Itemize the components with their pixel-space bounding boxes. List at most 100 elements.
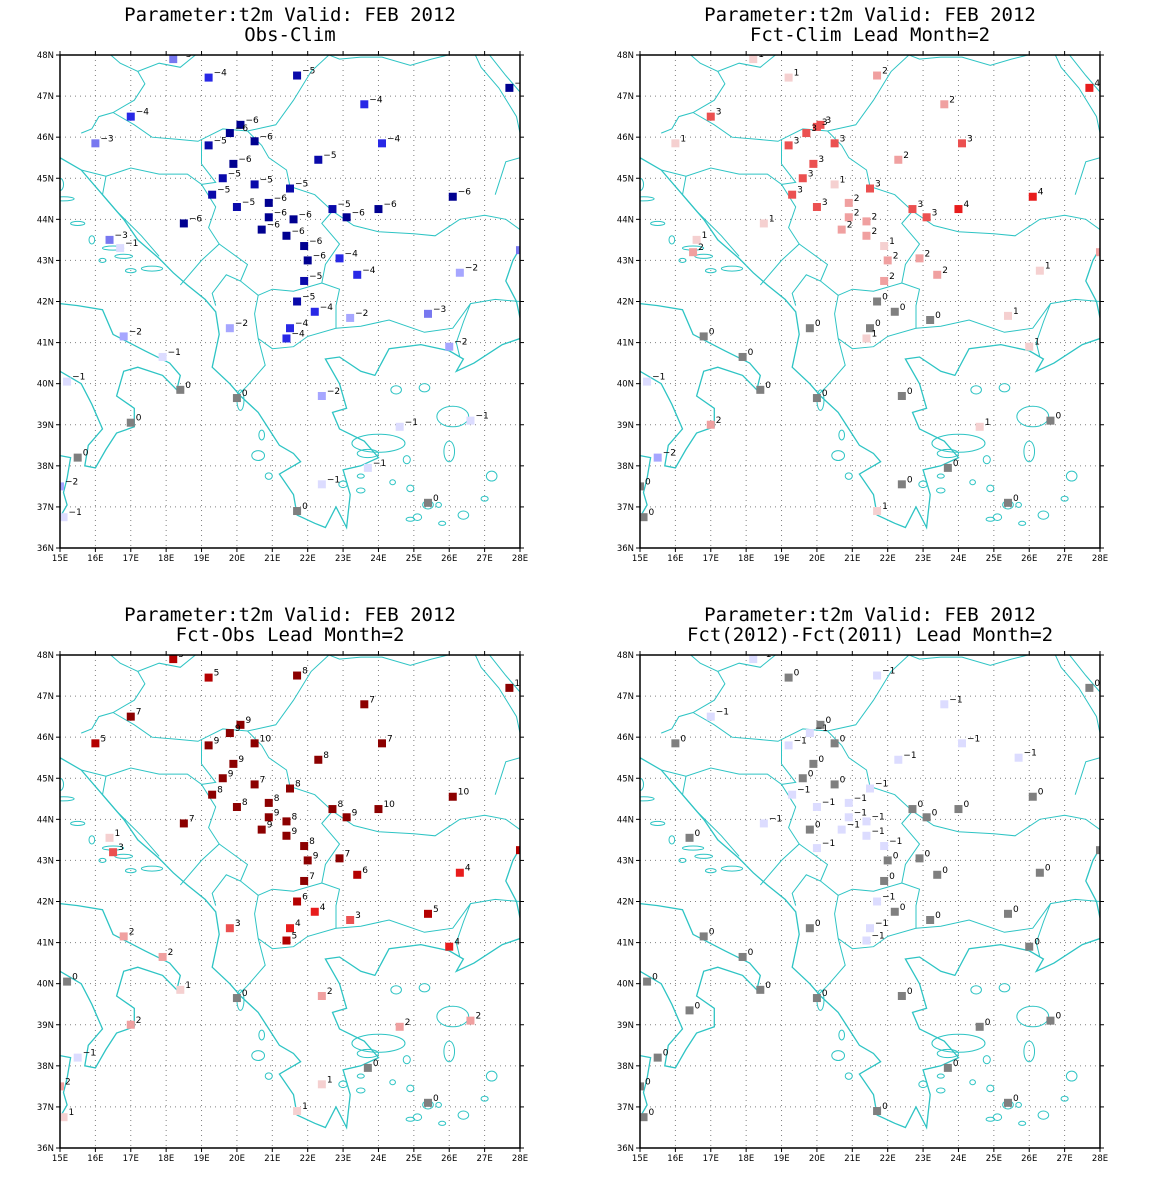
station-marker	[926, 915, 935, 924]
lon-tick-label: 26E	[441, 1154, 457, 1164]
lat-tick-label: 37N	[37, 1103, 54, 1113]
station-value: 0	[765, 981, 771, 991]
station-value: 0	[709, 927, 715, 937]
map-plot-fct-fct: Parameter:t2m Valid: FEB 2012 Fct(2012)-…	[617, 604, 1108, 1164]
island	[356, 1048, 379, 1059]
lon-tick-label: 16E	[87, 1154, 103, 1164]
island	[985, 516, 996, 522]
station-marker	[293, 671, 302, 680]
station-marker	[890, 307, 899, 316]
station-value: 0	[907, 475, 913, 485]
station-marker	[176, 985, 185, 994]
station-marker	[505, 683, 514, 692]
lat-tick-label: 47N	[617, 692, 634, 702]
station-marker	[257, 225, 266, 234]
station-marker	[943, 463, 952, 472]
station-marker	[286, 924, 294, 933]
station-marker	[424, 1098, 432, 1107]
island	[844, 472, 853, 480]
station-marker	[699, 332, 708, 341]
station-marker	[640, 1082, 644, 1091]
station-value: −1	[854, 808, 867, 818]
island	[406, 1084, 415, 1093]
station-value: 3	[917, 200, 923, 210]
station-marker	[866, 184, 874, 193]
station-value: 3	[875, 180, 881, 190]
station-marker	[1028, 192, 1037, 201]
station-marker	[286, 184, 294, 193]
island	[406, 484, 415, 493]
country-border	[211, 730, 341, 950]
island	[936, 1048, 959, 1059]
station-marker	[805, 825, 814, 834]
lon-tick-label: 21E	[844, 1154, 860, 1164]
station-value: 3	[716, 108, 722, 118]
station-value: 1	[769, 214, 775, 224]
station-value: 11	[514, 679, 525, 689]
station-marker	[293, 897, 302, 906]
station-marker	[126, 418, 135, 427]
station-value: 2	[716, 416, 722, 426]
station-value: 7	[387, 734, 393, 744]
station-value: 3	[818, 155, 824, 165]
lat-tick-label: 42N	[37, 898, 54, 908]
lon-tick-label: 17E	[703, 554, 719, 564]
station-value: −1	[373, 459, 386, 469]
island	[1065, 470, 1078, 482]
country-border	[915, 898, 1100, 933]
station-value: 10	[458, 788, 470, 798]
island	[1023, 440, 1036, 463]
country-border	[112, 55, 330, 142]
country-border	[781, 741, 797, 785]
station-value: −1	[903, 751, 916, 761]
station-value: 7	[345, 849, 351, 859]
station-marker	[126, 112, 135, 121]
station-marker	[363, 1063, 372, 1072]
island	[931, 1033, 986, 1053]
station-value: −2	[355, 309, 368, 319]
island	[60, 796, 75, 802]
station-marker	[883, 856, 892, 865]
lat-tick-label: 45N	[617, 774, 634, 784]
station-marker	[264, 213, 273, 222]
coastline	[640, 454, 652, 518]
station-marker	[293, 71, 302, 80]
station-value: 1	[680, 134, 686, 144]
lat-tick-label: 45N	[617, 174, 634, 184]
station-value: 0	[917, 800, 923, 810]
station-marker	[926, 315, 935, 324]
coastline	[505, 247, 520, 319]
map-plot-obs-clim: Parameter:t2m Valid: FEB 2012 Obs-Clim −…	[37, 4, 528, 564]
island	[258, 1029, 266, 1041]
station-marker	[894, 755, 903, 764]
island	[694, 253, 714, 259]
lon-tick-label: 25E	[986, 554, 1002, 564]
panel-title-line2: Fct-Obs Lead Month=2	[176, 624, 405, 646]
station-value: −2	[454, 338, 467, 348]
map-panel-fct-clim: Parameter:t2m Valid: FEB 2012 Fct-Clim L…	[580, 0, 1160, 600]
station-value: 7	[369, 695, 375, 705]
coastline	[60, 454, 72, 518]
lon-tick-label: 27E	[1057, 554, 1073, 564]
station-marker	[784, 141, 793, 150]
station-value: 0	[935, 911, 941, 921]
station-marker	[788, 790, 797, 799]
station-marker	[232, 394, 241, 403]
station-marker	[250, 137, 259, 146]
lon-tick-label: 22E	[300, 554, 316, 564]
station-value: −3	[115, 231, 128, 241]
station-value: 0	[822, 989, 828, 999]
station-marker	[126, 1020, 135, 1029]
station-marker	[1096, 846, 1100, 855]
station-marker	[805, 924, 814, 933]
lon-tick-label: 20E	[809, 554, 825, 564]
lat-tick-label: 46N	[617, 733, 634, 743]
station-value: −1	[967, 734, 980, 744]
station-value: 2	[327, 987, 333, 997]
station-value: 2	[903, 151, 909, 161]
station-value: 1	[840, 175, 846, 185]
coastline	[60, 302, 182, 469]
station-marker	[204, 673, 213, 682]
station-marker	[378, 739, 386, 748]
